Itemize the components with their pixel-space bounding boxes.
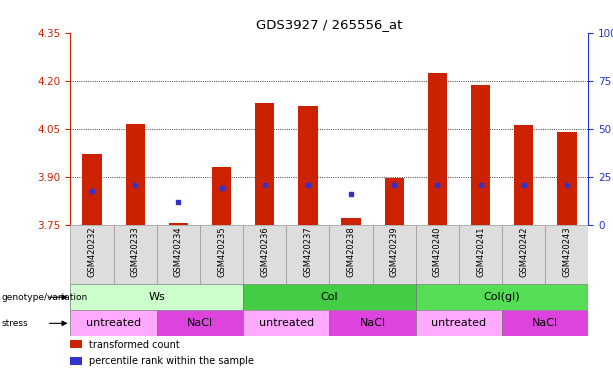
Text: transformed count: transformed count (89, 339, 180, 349)
Bar (212, 167, 231, 225)
Bar (243, 225, 286, 284)
Text: GSM420241: GSM420241 (476, 227, 485, 277)
Bar (70, 357, 82, 364)
Text: GSM420240: GSM420240 (433, 227, 442, 277)
Text: stress: stress (1, 319, 28, 328)
Text: Col: Col (321, 292, 338, 302)
Title: GDS3927 / 265556_at: GDS3927 / 265556_at (256, 18, 403, 31)
Text: genotype/variation: genotype/variation (1, 293, 88, 302)
Text: GSM420236: GSM420236 (261, 227, 269, 277)
Bar (330, 310, 416, 336)
Bar (70, 225, 113, 284)
Bar (416, 225, 459, 284)
Text: GSM420243: GSM420243 (562, 227, 571, 277)
Text: NaCl: NaCl (360, 318, 386, 328)
Bar (471, 86, 490, 225)
Bar (384, 178, 404, 225)
Bar (169, 223, 188, 225)
Bar (502, 310, 588, 336)
Bar (298, 106, 318, 225)
Text: NaCl: NaCl (187, 318, 213, 328)
Text: Col(gl): Col(gl) (484, 292, 520, 302)
Bar (546, 225, 588, 284)
Bar (157, 310, 243, 336)
Text: untreated: untreated (86, 318, 141, 328)
Bar (126, 124, 145, 225)
Bar (255, 103, 275, 225)
Bar (113, 225, 157, 284)
Text: GSM420233: GSM420233 (131, 227, 140, 277)
Bar (243, 284, 416, 310)
Bar (70, 340, 82, 348)
Bar (200, 225, 243, 284)
Text: GSM420238: GSM420238 (346, 227, 356, 277)
Text: Ws: Ws (148, 292, 165, 302)
Text: untreated: untreated (432, 318, 487, 328)
Bar (286, 225, 330, 284)
Bar (82, 154, 102, 225)
Text: GSM420235: GSM420235 (217, 227, 226, 277)
Bar (514, 126, 533, 225)
Bar (416, 284, 588, 310)
Bar (459, 225, 502, 284)
Bar (70, 310, 157, 336)
Bar (341, 218, 361, 225)
Text: GSM420237: GSM420237 (303, 227, 313, 277)
Bar (330, 225, 373, 284)
Bar (428, 73, 447, 225)
Text: untreated: untreated (259, 318, 314, 328)
Text: NaCl: NaCl (532, 318, 558, 328)
Bar (157, 225, 200, 284)
Text: GSM420239: GSM420239 (390, 227, 398, 277)
Text: percentile rank within the sample: percentile rank within the sample (89, 356, 254, 366)
Text: GSM420232: GSM420232 (88, 227, 97, 277)
Bar (502, 225, 546, 284)
Bar (70, 284, 243, 310)
Bar (557, 132, 577, 225)
Bar (416, 310, 502, 336)
Text: GSM420242: GSM420242 (519, 227, 528, 277)
Bar (373, 225, 416, 284)
Text: GSM420234: GSM420234 (174, 227, 183, 277)
Bar (243, 310, 330, 336)
